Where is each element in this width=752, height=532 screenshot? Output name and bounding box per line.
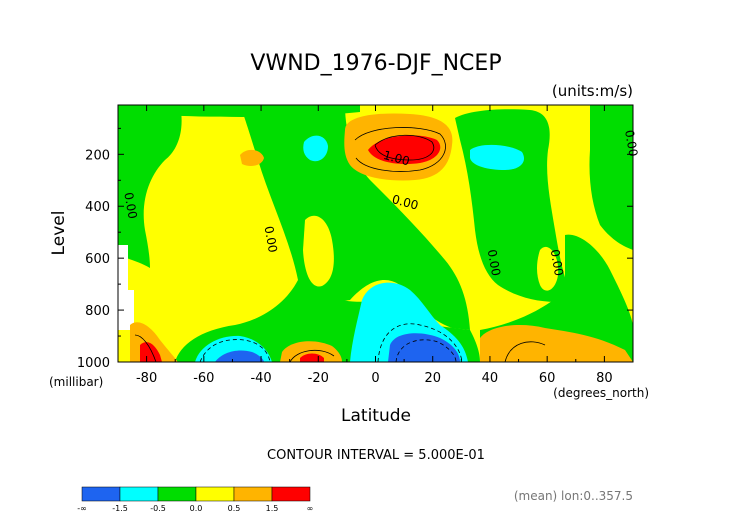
region-green-center: [240, 105, 470, 330]
y-units-label: (millibar): [49, 375, 103, 389]
axes: -80 -60 -40 -20 0 20 40 60 80 200 400 600 800 1000: [77, 105, 634, 386]
region-orange-bottom-right: [480, 325, 633, 362]
x-axis-label: Latitude: [341, 406, 411, 426]
colorbar-label: -∞: [77, 504, 87, 513]
region-cyan-upper-left: [303, 135, 328, 162]
chart-title: VWND_1976-DJF_NCEP: [250, 51, 501, 76]
x-tick-label: 80: [596, 371, 613, 386]
contour-label: 0.00: [485, 248, 503, 277]
colorbar-swatch: [195, 486, 235, 502]
region-red-bottom-left: [140, 342, 162, 362]
x-tick-label: 60: [539, 371, 556, 386]
region-yellow-patch: [303, 215, 334, 287]
colorbar-swatch: [271, 486, 311, 502]
colorbar: -∞ -1.5 -0.5 0.0 0.5 1.5 ∞: [77, 486, 314, 513]
colorbar-label: -0.5: [150, 504, 166, 513]
contour-lines: [134, 127, 546, 362]
x-tick-label: 20: [424, 371, 441, 386]
region-green-far-right: [589, 105, 633, 250]
y-tick-label: 800: [85, 304, 110, 319]
x-tick-label: -80: [136, 371, 157, 386]
region-orange-bottom-mid: [280, 341, 342, 362]
contour-interval-text: CONTOUR INTERVAL = 5.000E-01: [267, 448, 485, 463]
missing-data-2: [118, 290, 134, 330]
contour-labels: 0.00 0.00 1.00 0.00 0.00 0.00 0.00: [121, 129, 640, 277]
y-tick-label: 1000: [77, 356, 110, 371]
x-tick-label: -60: [193, 371, 214, 386]
contour-field: [118, 105, 633, 362]
units-label: (units:m/s): [552, 82, 633, 100]
region-yellow-patch-2: [537, 246, 559, 291]
contour-label: 0.00: [121, 191, 139, 220]
colorbar-swatch: [119, 486, 159, 502]
colorbar-swatch: [157, 486, 197, 502]
colorbar-swatch: [81, 486, 121, 502]
mean-text: (mean) lon:0..357.5: [514, 489, 633, 503]
y-tick-label: 400: [85, 200, 110, 215]
region-blue-bottom-left: [215, 350, 264, 362]
colorbar-label: 1.5: [266, 504, 279, 513]
x-tick-label: 0: [371, 371, 379, 386]
colorbar-label: 0.5: [228, 504, 241, 513]
x-tick-label: -40: [250, 371, 271, 386]
contour-label: 0.00: [548, 248, 566, 277]
missing-data-1: [118, 245, 128, 300]
x-tick-label: 40: [482, 371, 499, 386]
y-tick-label: 600: [85, 252, 110, 267]
contour-label: 1.00: [382, 148, 411, 168]
contour-label: 0.00: [262, 225, 280, 254]
region-red-jet: [368, 135, 441, 165]
x-units-label: (degrees_north): [553, 386, 649, 400]
x-tick-label: -20: [308, 371, 329, 386]
y-axis-label: Level: [49, 211, 69, 256]
region-cyan-upper-right: [470, 144, 525, 170]
colorbar-label: 0.0: [190, 504, 203, 513]
colorbar-label: ∞: [307, 504, 314, 513]
colorbar-label: -1.5: [112, 504, 128, 513]
y-tick-label: 200: [85, 148, 110, 163]
colorbar-swatch: [233, 486, 273, 502]
region-blue-bottom-center: [388, 333, 460, 362]
contour-label: 0.00: [622, 129, 640, 158]
region-green-top-left: [118, 105, 182, 268]
contour-label: 0.00: [390, 192, 419, 212]
region-orange-upper-left: [240, 149, 264, 166]
